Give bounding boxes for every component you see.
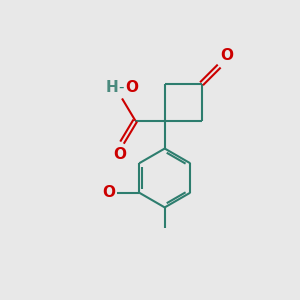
Text: O: O: [102, 185, 115, 200]
Text: O: O: [113, 147, 126, 162]
Text: O: O: [126, 80, 139, 95]
Text: H: H: [106, 80, 118, 95]
Text: O: O: [221, 48, 234, 63]
Text: -: -: [119, 80, 124, 95]
